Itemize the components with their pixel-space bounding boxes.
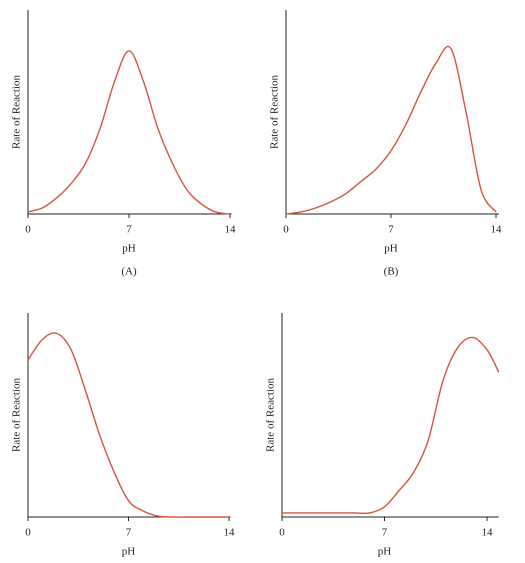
x-axis-label: pH <box>122 546 136 558</box>
x-tick-label: 0 <box>25 527 31 539</box>
curve <box>282 336 500 515</box>
x-tick-label: 0 <box>25 224 31 236</box>
y-axis-label: Rate of Reaction <box>269 75 281 149</box>
x-tick-label: 14 <box>225 224 237 236</box>
caption: (B) <box>384 266 399 278</box>
curve <box>285 45 497 215</box>
y-axis-label: Rate of Reaction <box>11 75 23 149</box>
curve <box>27 332 229 518</box>
x-tick-label: 14 <box>224 527 236 539</box>
x-axis-label: pH <box>122 243 136 255</box>
x-tick-label: 14 <box>491 224 503 236</box>
x-tick-label: 7 <box>388 224 394 236</box>
y-axis-label: Rate of Reaction <box>11 378 23 452</box>
caption: (A) <box>121 266 137 278</box>
x-tick-label: 7 <box>126 527 132 539</box>
x-tick-label: 7 <box>126 224 132 236</box>
curve <box>27 50 231 215</box>
x-axis-label: pH <box>384 243 398 255</box>
x-tick-label: 14 <box>482 527 494 539</box>
x-tick-label: 0 <box>279 527 285 539</box>
y-axis-label: Rate of Reaction <box>265 378 277 452</box>
x-axis-label: pH <box>378 546 392 558</box>
x-tick-label: 0 <box>283 224 289 236</box>
x-tick-label: 7 <box>382 527 388 539</box>
